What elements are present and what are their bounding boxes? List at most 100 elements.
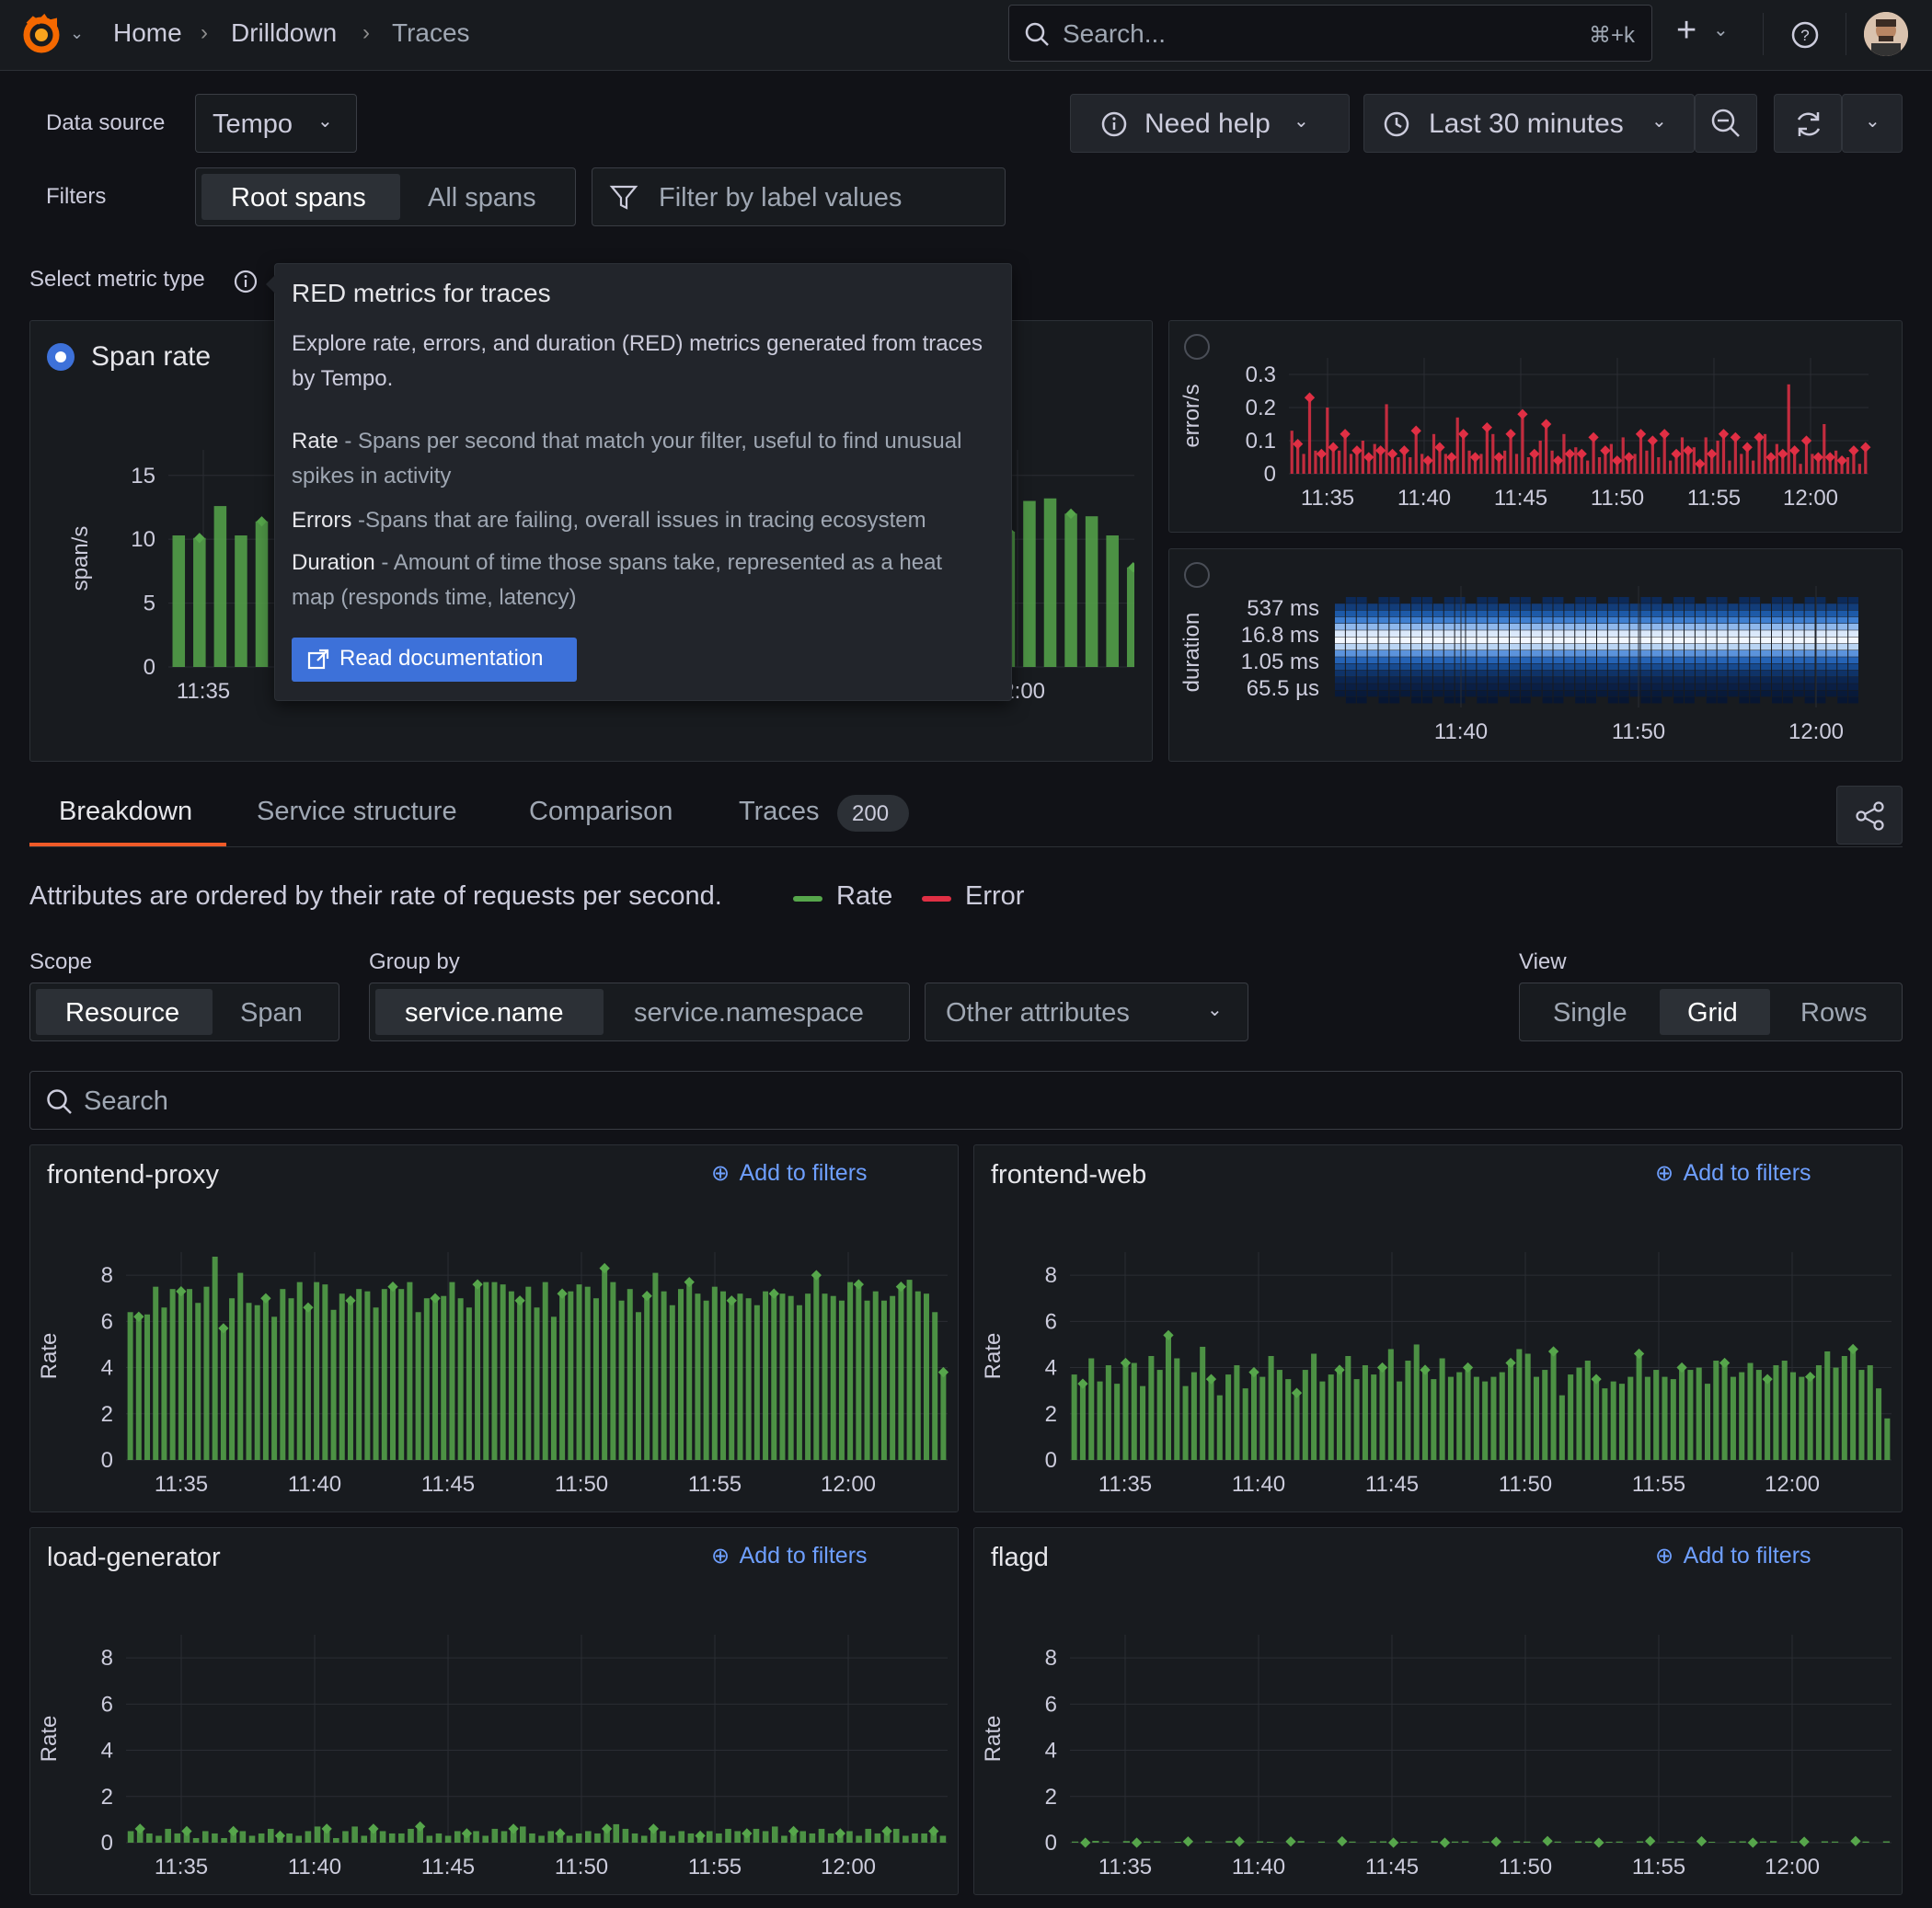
bar <box>415 1312 421 1460</box>
add-new-button[interactable]: + <box>1676 11 1697 50</box>
data-point <box>1593 1837 1604 1848</box>
heatmap-cell <box>1706 624 1717 630</box>
bar <box>500 1284 506 1460</box>
heatmap-cell <box>1739 643 1750 650</box>
breadcrumb-home[interactable]: Home <box>113 18 182 47</box>
add-to-filters-button[interactable]: ⊕ Add to filters <box>711 1543 868 1569</box>
y-axis-label: Rate <box>981 1716 1006 1763</box>
time-range-picker[interactable]: Last 30 minutes ⌄ <box>1363 94 1695 153</box>
heatmap-cell <box>1542 677 1553 684</box>
heatmap-cell <box>1443 677 1455 684</box>
heatmap-cell <box>1367 690 1378 697</box>
label-filter-input[interactable]: Filter by label values <box>592 167 1006 226</box>
heatmap-cell <box>1815 696 1826 704</box>
heatmap-cell <box>1499 610 1509 617</box>
group-by-service-name-option[interactable]: service.name <box>375 989 604 1035</box>
add-to-filters-button[interactable]: ⊕ Add to filters <box>711 1160 868 1187</box>
need-help-button[interactable]: Need help ⌄ <box>1070 94 1350 153</box>
heatmap-cell <box>1575 677 1586 684</box>
refresh-interval-button[interactable]: ⌄ <box>1842 94 1903 153</box>
heatmap-cell <box>1432 657 1443 663</box>
heatmap-cell <box>1717 670 1728 677</box>
scope-span-option[interactable]: Span <box>240 998 303 1028</box>
global-search-input[interactable]: Search... ⌘+k <box>1008 5 1652 62</box>
heatmap-cell <box>1389 670 1400 677</box>
heatmap-cell <box>1772 663 1782 671</box>
heatmap-cell <box>1640 663 1651 671</box>
all-spans-option[interactable]: All spans <box>428 183 536 213</box>
breadcrumb-drilldown[interactable]: Drilldown <box>231 18 338 47</box>
other-attributes-select[interactable]: Other attributes ⌄ <box>925 983 1248 1041</box>
group-by-service-namespace-option[interactable]: service.namespace <box>634 998 864 1028</box>
heatmap-cell <box>1378 657 1389 663</box>
data-source-select[interactable]: Tempo ⌄ <box>195 94 357 153</box>
bar <box>187 1289 193 1460</box>
heatmap-cell <box>1531 684 1542 690</box>
data-point <box>601 1823 613 1834</box>
heatmap-cell <box>1782 610 1793 617</box>
chevron-down-icon[interactable]: ⌄ <box>70 24 85 42</box>
breakdown-search-input[interactable]: Search <box>29 1071 1903 1130</box>
read-documentation-button[interactable]: Read documentation <box>292 638 577 682</box>
bar <box>753 1305 760 1460</box>
errors-panel[interactable]: 0.3 0.2 0.1 0 11:35 11:40 11:45 11:50 11:55 12:00… <box>1168 320 1903 533</box>
service-title: flagd <box>991 1543 1049 1572</box>
heatmap-cell <box>1367 650 1378 657</box>
refresh-button[interactable] <box>1774 94 1842 153</box>
heatmap-cell <box>1739 637 1750 644</box>
bar <box>753 1828 760 1843</box>
tab-traces[interactable]: Traces <box>739 797 820 826</box>
span-rate-radio[interactable] <box>47 343 75 371</box>
data-point <box>1248 1366 1259 1378</box>
bar <box>1696 1367 1702 1460</box>
scope-resource-option[interactable]: Resource <box>36 989 213 1035</box>
add-to-filters-label: Add to filters <box>739 1543 868 1569</box>
duration-radio[interactable] <box>1184 562 1210 588</box>
add-to-filters-button[interactable]: ⊕ Add to filters <box>1655 1543 1811 1569</box>
bar <box>1367 457 1371 474</box>
tab-breakdown[interactable]: Breakdown <box>59 797 193 826</box>
heatmap-cell <box>1345 643 1356 650</box>
tab-service-structure[interactable]: Service structure <box>257 797 457 826</box>
view-single-option[interactable]: Single <box>1553 998 1627 1028</box>
heatmap-cell <box>1345 616 1356 624</box>
heatmap-cell <box>1378 643 1389 650</box>
heatmap-cell <box>1793 677 1804 684</box>
grafana-logo-icon[interactable] <box>20 13 63 55</box>
heatmap-cell <box>1542 663 1553 671</box>
info-icon[interactable] <box>233 269 259 294</box>
root-spans-option[interactable]: Root spans <box>201 174 400 220</box>
share-button[interactable] <box>1836 786 1903 845</box>
help-icon[interactable]: ? <box>1790 20 1820 50</box>
bar <box>1775 443 1778 474</box>
tab-comparison[interactable]: Comparison <box>529 797 673 826</box>
heatmap-cell <box>1706 684 1717 690</box>
bar <box>1542 1370 1548 1460</box>
heatmap-cell <box>1717 643 1728 650</box>
heatmap-cell <box>1607 657 1618 663</box>
bar <box>1833 1367 1839 1460</box>
data-point <box>1334 1364 1345 1375</box>
bar <box>892 1828 900 1843</box>
y-tick-label: 0 <box>1045 1448 1057 1473</box>
errors-radio[interactable] <box>1184 334 1210 360</box>
heatmap-cell <box>1553 650 1564 657</box>
breakdown-description: Attributes are ordered by their rate of … <box>29 881 722 911</box>
chevron-down-icon: ⌄ <box>1865 111 1880 132</box>
heatmap-cell <box>1640 597 1651 603</box>
chevron-down-icon[interactable]: ⌄ <box>1713 20 1729 40</box>
y-tick-label: 6 <box>101 1309 113 1334</box>
data-point <box>1659 429 1670 440</box>
heatmap-cell <box>1477 597 1488 603</box>
view-grid-option[interactable]: Grid <box>1660 989 1770 1035</box>
zoom-out-button[interactable] <box>1695 94 1757 153</box>
bar <box>1490 1376 1497 1460</box>
avatar[interactable] <box>1864 12 1908 56</box>
bar <box>1144 1841 1151 1843</box>
span-type-segmented: Root spans All spans <box>195 167 576 226</box>
add-to-filters-button[interactable]: ⊕ Add to filters <box>1655 1160 1811 1187</box>
view-rows-option[interactable]: Rows <box>1800 998 1868 1028</box>
bar <box>1447 1376 1454 1460</box>
bar <box>1846 457 1850 474</box>
duration-panel[interactable]: 537 ms 16.8 ms 1.05 ms 65.5 µs 11:40 11:50 12:… <box>1168 548 1903 762</box>
